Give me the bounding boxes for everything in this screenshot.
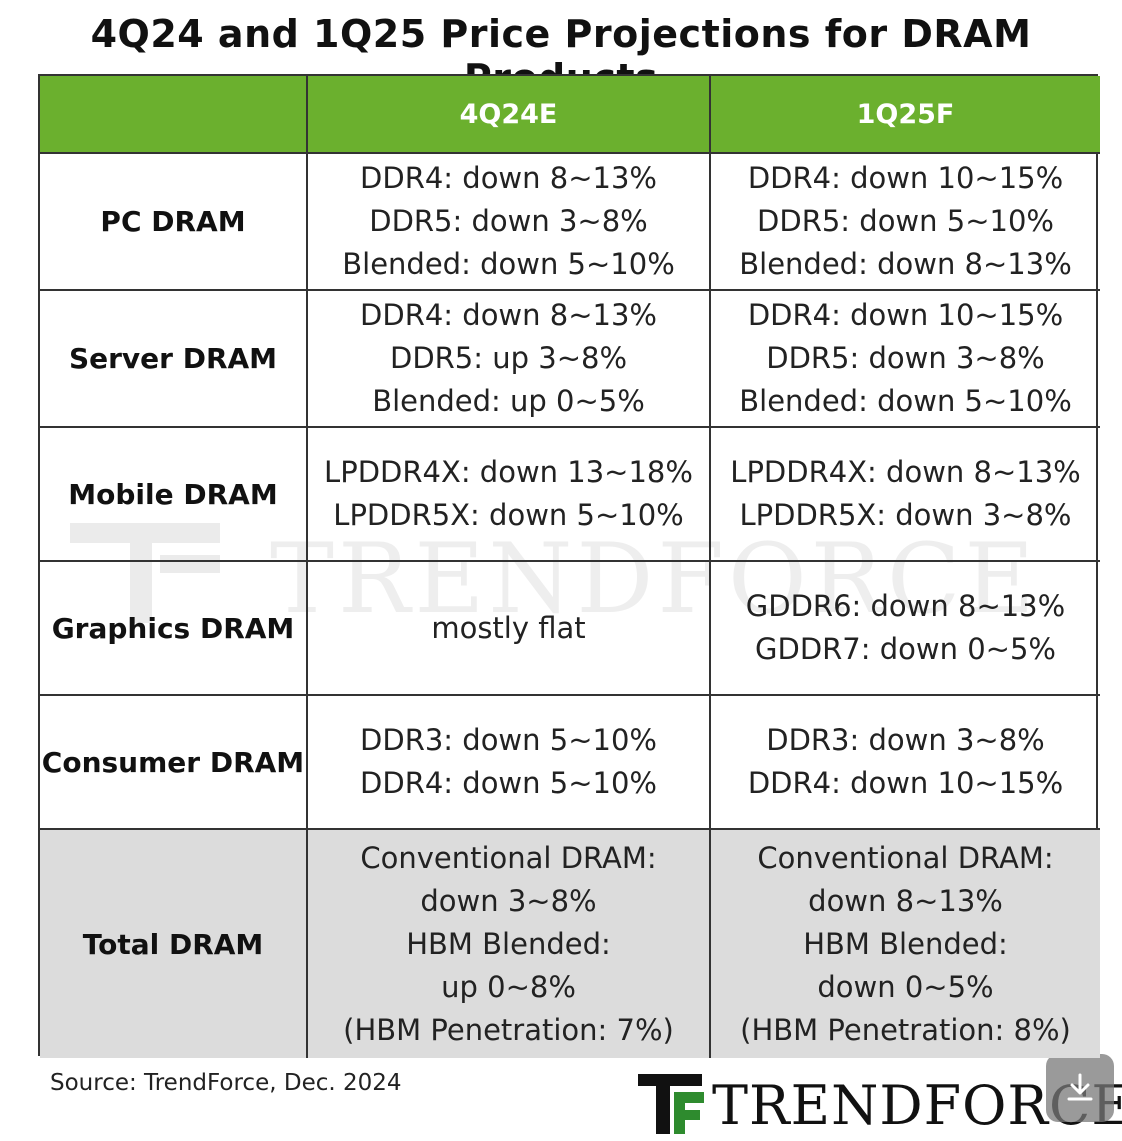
value-line: HBM Blended: bbox=[406, 926, 611, 961]
price-projection-table: 4Q24E 1Q25F PC DRAM DDR4: down 8~13% DDR… bbox=[38, 74, 1100, 1058]
total-dram-1q25f: Conventional DRAM: down 8~13% HBM Blende… bbox=[711, 830, 1100, 1058]
graphics-dram-1q25f: GDDR6: down 8~13% GDDR7: down 0~5% bbox=[711, 562, 1100, 696]
trendforce-logo: TRENDFORCE bbox=[636, 1070, 1122, 1137]
source-note: Source: TrendForce, Dec. 2024 bbox=[50, 1070, 402, 1096]
value-line: Blended: down 5~10% bbox=[739, 384, 1072, 418]
total-dram-4q24e: Conventional DRAM: down 3~8% HBM Blended… bbox=[308, 830, 711, 1058]
value-line: up 0~8% bbox=[441, 969, 576, 1004]
value-line: Blended: down 8~13% bbox=[739, 247, 1072, 281]
value-line: DDR4: down 10~15% bbox=[747, 298, 1064, 332]
value-line: (HBM Penetration: 8%) bbox=[740, 1012, 1071, 1047]
header-4q24e: 4Q24E bbox=[308, 76, 711, 154]
graphics-dram-4q24e: mostly flat bbox=[308, 562, 711, 696]
value-line: GDDR6: down 8~13% bbox=[745, 589, 1066, 623]
value-line: DDR5: down 5~10% bbox=[757, 204, 1054, 238]
value-line: GDDR7: down 0~5% bbox=[755, 632, 1056, 666]
mobile-dram-1q25f: LPDDR4X: down 8~13% LPDDR5X: down 3~8% bbox=[711, 428, 1100, 562]
row-label-consumer-dram: Consumer DRAM bbox=[40, 696, 308, 830]
consumer-dram-1q25f: DDR3: down 3~8% DDR4: down 10~15% bbox=[711, 696, 1100, 830]
value-line: DDR3: down 5~10% bbox=[360, 723, 657, 757]
value-line: down 3~8% bbox=[420, 883, 597, 918]
mobile-dram-4q24e: LPDDR4X: down 13~18% LPDDR5X: down 5~10% bbox=[308, 428, 711, 562]
value-line: DDR5: down 3~8% bbox=[766, 341, 1045, 375]
value-line: DDR4: down 5~10% bbox=[360, 766, 657, 800]
value-line: Blended: up 0~5% bbox=[372, 384, 645, 418]
pc-dram-1q25f: DDR4: down 10~15% DDR5: down 5~10% Blend… bbox=[711, 154, 1100, 291]
value-line: LPDDR4X: down 13~18% bbox=[324, 455, 693, 489]
server-dram-1q25f: DDR4: down 10~15% DDR5: down 3~8% Blende… bbox=[711, 291, 1100, 428]
row-label-graphics-dram: Graphics DRAM bbox=[40, 562, 308, 696]
header-1q25f: 1Q25F bbox=[711, 76, 1100, 154]
header-empty-cell bbox=[40, 76, 308, 154]
value-line: down 0~5% bbox=[817, 969, 994, 1004]
value-line: down 8~13% bbox=[808, 883, 1003, 918]
value-line: DDR4: down 10~15% bbox=[747, 161, 1064, 195]
value-line: LPDDR5X: down 3~8% bbox=[739, 498, 1072, 532]
row-label-total-dram: Total DRAM bbox=[40, 830, 308, 1058]
row-label-pc-dram: PC DRAM bbox=[40, 154, 308, 291]
value-line: mostly flat bbox=[431, 610, 586, 645]
download-icon bbox=[1067, 1073, 1093, 1101]
row-label-server-dram: Server DRAM bbox=[40, 291, 308, 428]
download-button[interactable] bbox=[1046, 1054, 1114, 1122]
row-label-mobile-dram: Mobile DRAM bbox=[40, 428, 308, 562]
value-line: DDR5: down 3~8% bbox=[369, 204, 648, 238]
value-line: (HBM Penetration: 7%) bbox=[343, 1012, 674, 1047]
value-line: Conventional DRAM: bbox=[757, 840, 1054, 875]
pc-dram-4q24e: DDR4: down 8~13% DDR5: down 3~8% Blended… bbox=[308, 154, 711, 291]
value-line: DDR3: down 3~8% bbox=[766, 723, 1045, 757]
value-line: DDR4: down 8~13% bbox=[360, 298, 657, 332]
trendforce-logo-mark-icon bbox=[638, 1074, 704, 1134]
consumer-dram-4q24e: DDR3: down 5~10% DDR4: down 5~10% bbox=[308, 696, 711, 830]
value-line: LPDDR5X: down 5~10% bbox=[333, 498, 684, 532]
value-line: Blended: down 5~10% bbox=[342, 247, 675, 281]
server-dram-4q24e: DDR4: down 8~13% DDR5: up 3~8% Blended: … bbox=[308, 291, 711, 428]
value-line: HBM Blended: bbox=[803, 926, 1008, 961]
value-line: LPDDR4X: down 8~13% bbox=[730, 455, 1081, 489]
value-line: DDR5: up 3~8% bbox=[389, 341, 627, 375]
value-line: Conventional DRAM: bbox=[360, 840, 657, 875]
value-line: DDR4: down 10~15% bbox=[747, 766, 1064, 800]
value-line: DDR4: down 8~13% bbox=[360, 161, 657, 195]
